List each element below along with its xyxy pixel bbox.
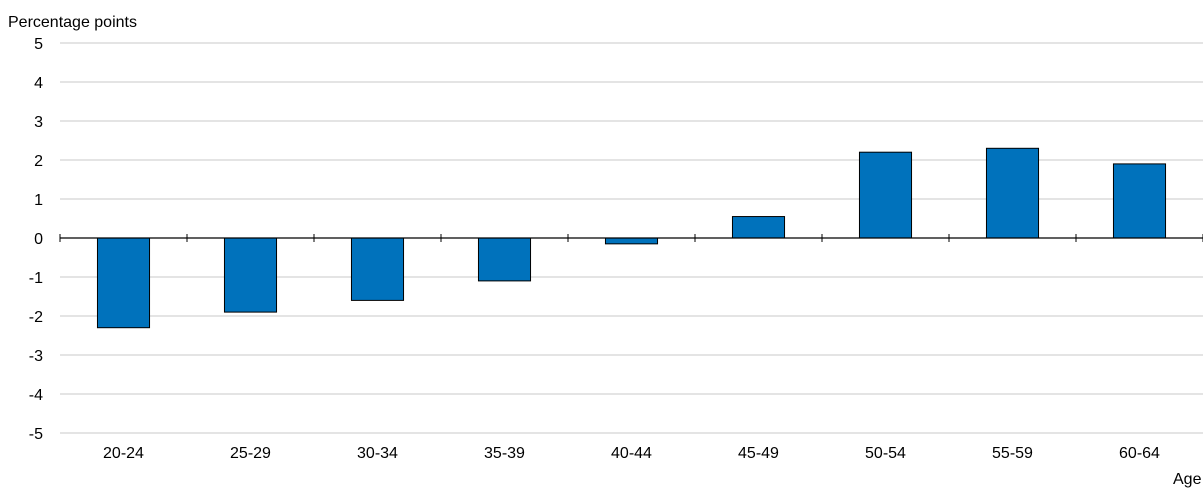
y-tick-label: -2 <box>29 309 43 326</box>
x-tick-label: 20-24 <box>103 445 144 462</box>
bar-25-29 <box>223 237 278 313</box>
x-tick-label: 45-49 <box>738 445 779 462</box>
y-tick-label: 5 <box>34 36 43 53</box>
y-tick-label: 4 <box>34 75 43 92</box>
bars <box>96 147 1167 329</box>
x-axis <box>59 234 1203 242</box>
x-tick-label: 25-29 <box>230 445 271 462</box>
x-tick-label: 60-64 <box>1119 445 1160 462</box>
x-tick-label: 55-59 <box>992 445 1033 462</box>
y-tick-label: 0 <box>34 231 43 248</box>
bar-30-34 <box>350 237 405 301</box>
x-tick-labels: 20-24 25-29 30-34 35-39 40-44 45-49 50-54 55-59… <box>103 445 1160 462</box>
y-tick-label: 1 <box>34 192 43 209</box>
y-axis-title: Percentage points <box>8 14 137 31</box>
y-tick-label: 3 <box>34 114 43 131</box>
y-tick-label: -5 <box>29 426 43 443</box>
bar-45-49 <box>731 216 786 239</box>
x-tick-label: 40-44 <box>611 445 652 462</box>
bar-20-24 <box>96 237 151 329</box>
y-tick-label: -3 <box>29 348 43 365</box>
x-tick-label: 50-54 <box>865 445 906 462</box>
y-tick-label: -4 <box>29 387 43 404</box>
bar-35-39 <box>477 237 532 282</box>
y-tick-labels: 5 4 3 2 1 0 -1 -2 -3 -4 -5 <box>29 36 43 443</box>
bar-55-59 <box>985 147 1040 239</box>
bar-40-44 <box>604 237 659 245</box>
y-tick-label: -1 <box>29 270 43 287</box>
bar-50-54 <box>858 151 913 239</box>
y-tick-label: 2 <box>34 153 43 170</box>
x-tick-label: 35-39 <box>484 445 525 462</box>
bar-60-64 <box>1112 163 1167 239</box>
x-axis-title: Age <box>1173 471 1202 488</box>
x-tick-label: 30-34 <box>357 445 398 462</box>
